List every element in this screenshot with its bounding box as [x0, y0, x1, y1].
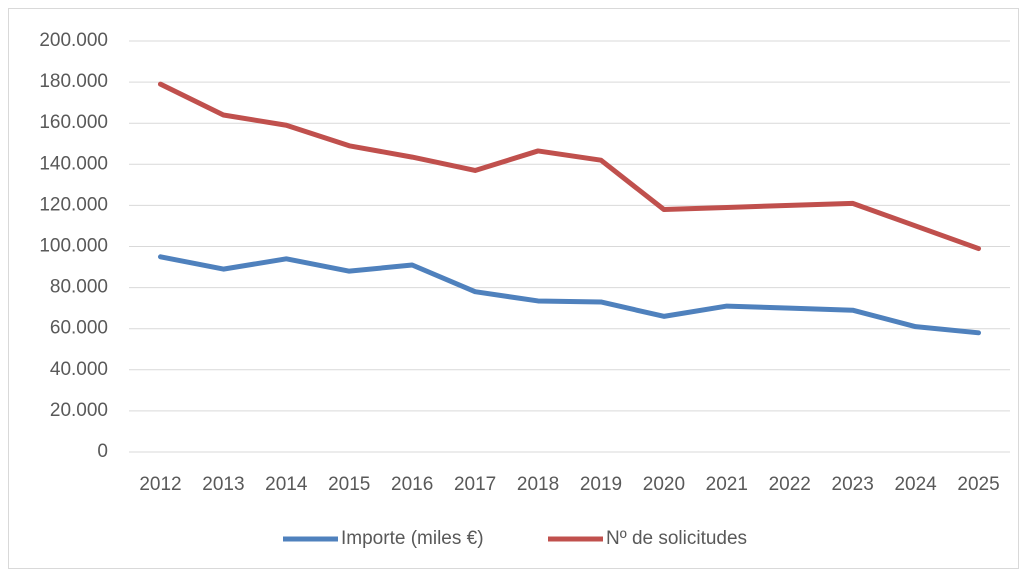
y-tick-label: 20.000	[50, 400, 108, 421]
line-series	[157, 254, 982, 336]
x-tick-label: 2020	[643, 474, 685, 495]
x-tick-label: 2024	[894, 474, 937, 495]
y-tick-label: 0	[97, 441, 108, 462]
y-tick-label: 80.000	[50, 277, 108, 298]
y-tick-label: 60.000	[50, 318, 108, 339]
legend-label: Nº de solicitudes	[606, 528, 747, 549]
y-tick-label: 40.000	[50, 359, 108, 380]
y-tick-label: 120.000	[39, 194, 108, 215]
x-tick-label: 2025	[957, 474, 999, 495]
y-tick-label: 100.000	[39, 236, 108, 257]
line-series	[157, 81, 982, 252]
y-tick-label: 200.000	[39, 30, 108, 51]
legend-label: Importe (miles €)	[341, 528, 484, 549]
chart-frame	[8, 8, 1019, 569]
y-tick-label: 160.000	[39, 112, 108, 133]
x-tick-label: 2019	[580, 474, 622, 495]
x-tick-label: 2013	[202, 474, 244, 495]
y-tick-label: 180.000	[39, 71, 108, 92]
x-tick-label: 2023	[832, 474, 874, 495]
x-tick-label: 2018	[517, 474, 559, 495]
y-tick-label: 140.000	[39, 153, 108, 174]
x-tick-label: 2021	[706, 474, 748, 495]
x-tick-label: 2022	[769, 474, 811, 495]
x-tick-label: 2014	[265, 474, 308, 495]
x-tick-label: 2012	[139, 474, 181, 495]
x-tick-label: 2016	[391, 474, 433, 495]
x-tick-label: 2017	[454, 474, 496, 495]
x-tick-label: 2015	[328, 474, 370, 495]
